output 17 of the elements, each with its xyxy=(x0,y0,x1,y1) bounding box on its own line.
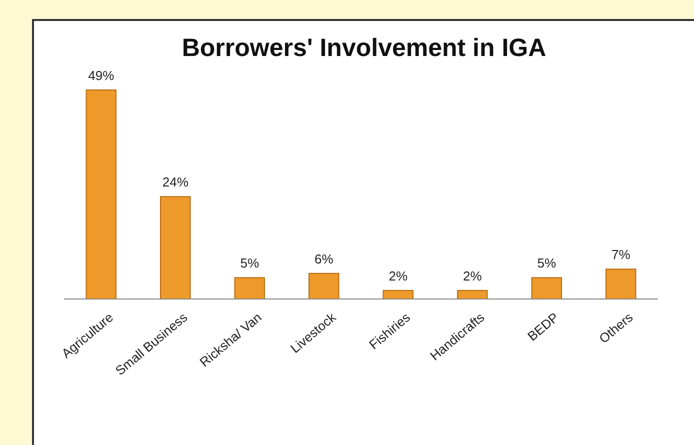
chart-title: Borrowers' Involvement in IGA xyxy=(182,34,546,62)
data-label: 5% xyxy=(537,256,556,271)
bar xyxy=(457,290,488,300)
data-label: 5% xyxy=(240,256,260,271)
bar xyxy=(86,90,116,300)
bar xyxy=(234,277,265,300)
bar xyxy=(308,272,340,300)
data-label: 7% xyxy=(611,247,631,262)
bar xyxy=(606,268,636,300)
bar xyxy=(382,290,414,300)
bar xyxy=(531,277,562,300)
data-label: 49% xyxy=(88,68,115,83)
data-label: 24% xyxy=(162,174,189,190)
data-label: 2% xyxy=(388,268,408,284)
data-label: 2% xyxy=(462,268,482,284)
bar xyxy=(160,196,191,300)
data-label: 6% xyxy=(314,251,334,266)
